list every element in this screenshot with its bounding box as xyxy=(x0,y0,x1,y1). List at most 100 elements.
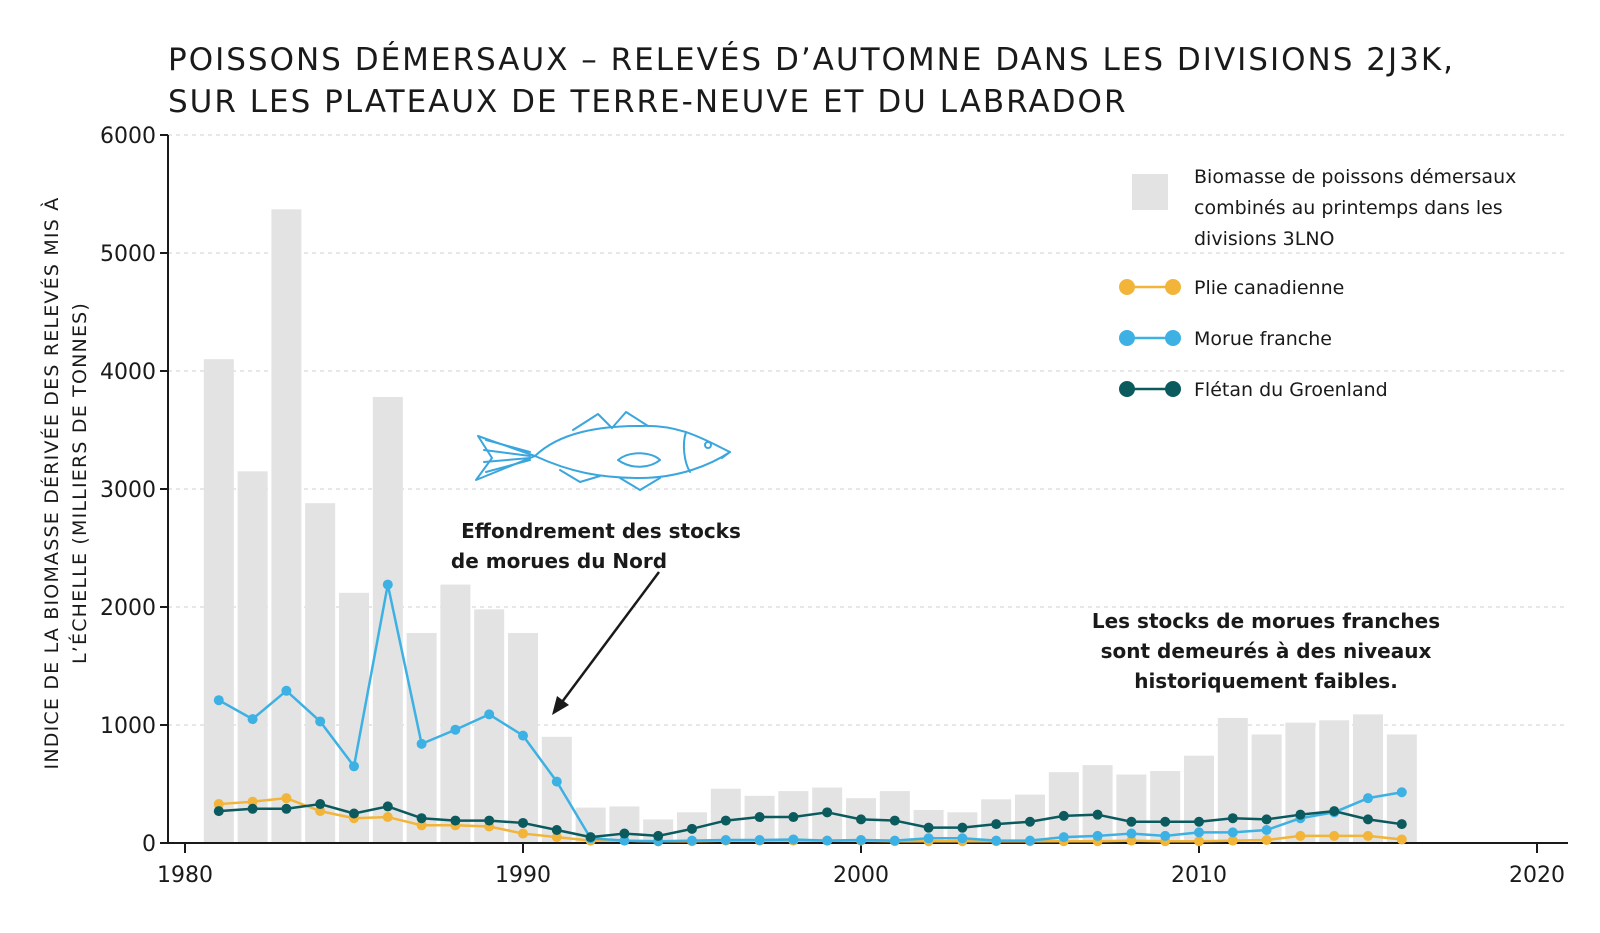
series-1-point-2002 xyxy=(923,833,934,844)
series-2-point-1993 xyxy=(619,828,630,839)
series-1-point-2011 xyxy=(1227,827,1238,838)
y-tick-label-4000: 4000 xyxy=(100,360,156,385)
series-1-point-2001 xyxy=(889,835,900,846)
y-axis-label-line-1: INDICE DE LA BIOMASSE DÉRIVÉE DES RELEVÉ… xyxy=(40,197,63,770)
series-2-point-1991 xyxy=(551,825,562,836)
legend-label-morue: Morue franche xyxy=(1194,328,1332,350)
series-1-point-2012 xyxy=(1261,825,1272,836)
annotation-low-line-3: historiquement faibles. xyxy=(1134,669,1398,693)
series-2-point-2006 xyxy=(1058,810,1069,821)
series-2-point-2015 xyxy=(1363,814,1373,825)
series-1-point-1993 xyxy=(619,835,630,846)
series-2-point-2013 xyxy=(1295,809,1306,820)
annotation-low-line-1: Les stocks de morues franches xyxy=(1092,609,1440,633)
y-tick-label-2000: 2000 xyxy=(100,596,156,621)
annotation-collapse-line-1: Effondrement des stocks xyxy=(461,519,741,543)
axes: 0 1000 2000 3000 4000 5000 6000 1980 1990 2000 201… xyxy=(100,124,1568,888)
series-1-point-1998 xyxy=(788,834,799,845)
series-0-point-2013 xyxy=(1295,830,1306,841)
series-0-point-1986 xyxy=(382,812,393,823)
series-1-point-1981 xyxy=(213,695,224,706)
series-2-point-1998 xyxy=(788,812,799,823)
series-2-point-1987 xyxy=(416,813,427,824)
y-tick-label-6000: 6000 xyxy=(100,124,156,149)
series-2-point-2003 xyxy=(957,822,968,833)
legend-label-plie: Plie canadienne xyxy=(1194,277,1344,299)
series-0-point-2010 xyxy=(1194,836,1204,847)
series-1-point-1989 xyxy=(484,709,495,720)
series-2-point-1982 xyxy=(247,803,258,814)
series-2-point-1985 xyxy=(349,808,359,819)
series-0-point-1981 xyxy=(213,799,224,810)
series-2-point-1994 xyxy=(653,830,664,841)
y-axis-label-line-2: L’ÉCHELLE (MILLIERS DE TONNES) xyxy=(68,302,91,664)
bar-2012 xyxy=(1251,734,1282,843)
series-1-point-1987 xyxy=(416,738,427,749)
series-1-point-2007 xyxy=(1092,830,1103,841)
y-tick-label-1000: 1000 xyxy=(100,714,156,739)
legend-marker-fletan xyxy=(1119,381,1135,397)
series-1-point-1983 xyxy=(281,685,292,696)
annotation-low-line-2: sont demeurés à des niveaux xyxy=(1101,639,1432,663)
series-0-point-2008 xyxy=(1126,835,1137,846)
series-0-point-2011 xyxy=(1227,835,1238,846)
bar-2011 xyxy=(1217,717,1248,843)
bar-1986 xyxy=(372,396,403,843)
series-2-point-1997 xyxy=(754,812,765,823)
series-2-point-1986 xyxy=(382,801,393,812)
series-0-point-2012 xyxy=(1261,835,1272,846)
series-0-point-1982 xyxy=(247,796,258,807)
x-tick-label-2000: 2000 xyxy=(833,863,889,888)
legend: Biomasse de poissons démersaux combinés … xyxy=(1119,166,1516,401)
series-2-point-1992 xyxy=(585,832,596,843)
series-0-point-1983 xyxy=(281,793,292,804)
series-1-point-2006 xyxy=(1058,832,1069,843)
series-1-point-1991 xyxy=(551,776,562,787)
series-lines xyxy=(213,579,1407,847)
bar-1981 xyxy=(203,359,234,843)
series-1-point-2015 xyxy=(1363,793,1373,804)
series-2-point-2012 xyxy=(1261,814,1272,825)
series-2-point-2005 xyxy=(1025,816,1035,827)
series-1-point-1988 xyxy=(450,724,461,735)
cod-fish-icon xyxy=(475,411,731,491)
series-2-point-1983 xyxy=(281,803,292,814)
series-0-point-1987 xyxy=(416,820,427,831)
bar-1988 xyxy=(440,584,471,843)
legend-marker-plie xyxy=(1119,279,1135,295)
series-1-point-2003 xyxy=(957,833,968,844)
legend-bars-line-1: Biomasse de poissons démersaux xyxy=(1194,166,1516,188)
series-2-point-1999 xyxy=(822,807,833,818)
series-2-point-1990 xyxy=(518,817,528,828)
series-2-point-2000 xyxy=(856,814,866,825)
series-1-point-2008 xyxy=(1126,828,1137,839)
annotation-collapse-line-2: de morues du Nord xyxy=(451,549,667,573)
legend-bars-line-2: combinés au printemps dans les xyxy=(1194,197,1503,219)
series-2-point-1996 xyxy=(720,815,731,826)
x-tick-label-2020: 2020 xyxy=(1509,863,1565,888)
series-1-point-1985 xyxy=(349,761,359,772)
series-2-point-2014 xyxy=(1329,806,1340,817)
series-line-1 xyxy=(218,583,1403,843)
series-0-point-2015 xyxy=(1363,830,1373,841)
series-1-point-1984 xyxy=(315,716,326,727)
series-1-point-2000 xyxy=(856,835,866,846)
legend-marker-plie-2 xyxy=(1165,279,1181,295)
bar-1982 xyxy=(237,471,268,843)
series-2-point-2010 xyxy=(1194,816,1204,827)
series-2-point-2008 xyxy=(1126,816,1137,827)
bar-2006 xyxy=(1048,772,1079,843)
chart-title-line-2: SUR LES PLATEAUX DE TERRE-NEUVE ET DU LA… xyxy=(168,84,1128,120)
legend-swatch-bars xyxy=(1132,174,1168,210)
series-1-point-2009 xyxy=(1160,830,1171,841)
bar-1984 xyxy=(305,503,336,843)
series-2-point-2009 xyxy=(1160,816,1171,827)
series-2-point-2011 xyxy=(1227,813,1238,824)
series-1-point-1986 xyxy=(382,579,393,590)
legend-bars-line-3: divisions 3LNO xyxy=(1194,228,1335,250)
x-tick-label-2010: 2010 xyxy=(1171,863,1227,888)
series-0-point-2016 xyxy=(1396,834,1407,845)
bar-1983 xyxy=(271,209,302,844)
